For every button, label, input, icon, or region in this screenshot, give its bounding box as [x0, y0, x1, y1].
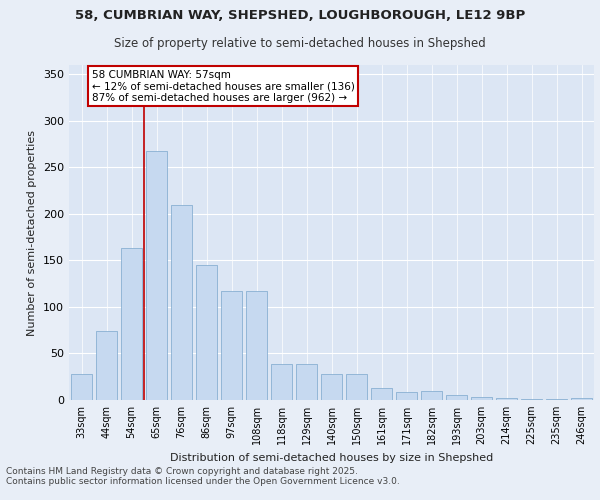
Bar: [396, 392, 417, 400]
Bar: [446, 396, 467, 400]
Bar: [146, 150, 167, 400]
Bar: [96, 331, 117, 400]
Text: Contains HM Land Registry data © Crown copyright and database right 2025.
Contai: Contains HM Land Registry data © Crown c…: [6, 467, 400, 486]
Bar: [271, 364, 292, 400]
Bar: [346, 374, 367, 400]
Bar: [371, 388, 392, 400]
Text: 58 CUMBRIAN WAY: 57sqm
← 12% of semi-detached houses are smaller (136)
87% of se: 58 CUMBRIAN WAY: 57sqm ← 12% of semi-det…: [91, 70, 355, 103]
Bar: [246, 291, 267, 400]
Bar: [171, 204, 192, 400]
Bar: [471, 397, 492, 400]
Bar: [196, 265, 217, 400]
Bar: [496, 398, 517, 400]
Bar: [321, 374, 342, 400]
X-axis label: Distribution of semi-detached houses by size in Shepshed: Distribution of semi-detached houses by …: [170, 452, 493, 462]
Text: Size of property relative to semi-detached houses in Shepshed: Size of property relative to semi-detach…: [114, 37, 486, 50]
Bar: [71, 374, 92, 400]
Bar: [121, 248, 142, 400]
Bar: [221, 291, 242, 400]
Bar: [521, 399, 542, 400]
Y-axis label: Number of semi-detached properties: Number of semi-detached properties: [28, 130, 37, 336]
Bar: [421, 390, 442, 400]
Bar: [296, 364, 317, 400]
Bar: [571, 398, 592, 400]
Text: 58, CUMBRIAN WAY, SHEPSHED, LOUGHBOROUGH, LE12 9BP: 58, CUMBRIAN WAY, SHEPSHED, LOUGHBOROUGH…: [75, 9, 525, 22]
Bar: [546, 399, 567, 400]
